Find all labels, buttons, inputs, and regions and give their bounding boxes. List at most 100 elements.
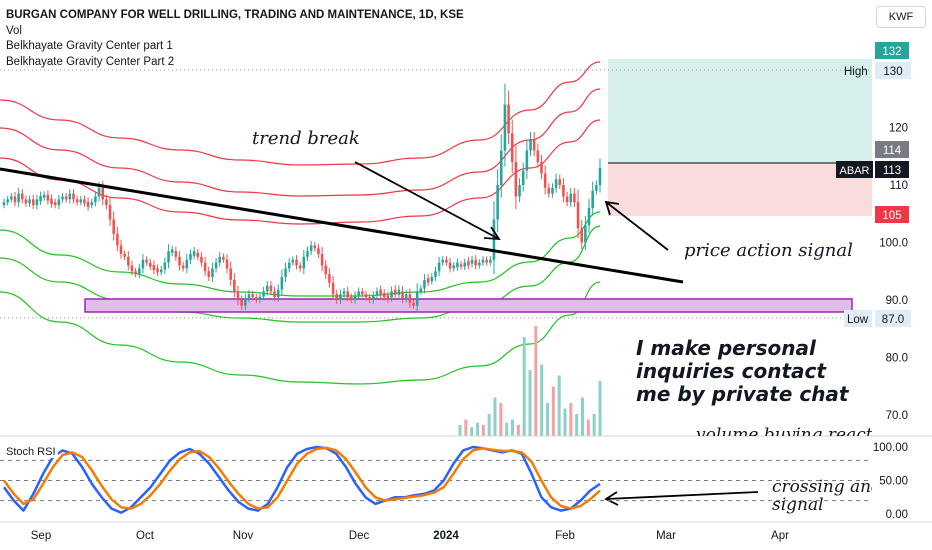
stoch-tick: 0.00: [886, 509, 908, 521]
target-value: 132: [882, 46, 901, 58]
arrow-crossing[interactable]: [604, 491, 759, 506]
candle-body: [152, 264, 156, 271]
annotation-inquiries[interactable]: I make personal inquiries contact me by …: [636, 337, 849, 406]
candle-body: [79, 199, 83, 203]
time-tick: Sep: [31, 530, 51, 542]
candle-body: [295, 259, 298, 266]
candle-body: [236, 291, 240, 300]
candle-body: [496, 185, 499, 220]
candle-body: [503, 104, 507, 151]
volume-bar: [464, 419, 468, 436]
price-tick: 90.0: [886, 295, 908, 307]
candle-body: [167, 251, 170, 263]
band-line: [0, 281, 601, 385]
legend-vol[interactable]: Vol: [6, 24, 22, 37]
candle-body: [346, 291, 349, 298]
time-tick: Nov: [233, 530, 254, 542]
price-tick: 80.0: [886, 353, 908, 365]
candle-body: [214, 262, 218, 269]
currency-button[interactable]: KWF: [876, 6, 926, 28]
annotation-price-action[interactable]: price action signal: [684, 240, 853, 261]
volume-bar: [481, 425, 485, 436]
candle-body: [83, 199, 86, 204]
candle-body: [244, 298, 247, 306]
candle-body: [324, 265, 328, 275]
legend-gravity-2[interactable]: Belkhayate Gravity Center Part 2: [6, 55, 175, 68]
arrow-trend-break[interactable]: [354, 161, 501, 241]
candle-body: [525, 150, 529, 171]
inquiries-line-2: inquiries contact: [636, 359, 826, 383]
candle-body: [207, 271, 211, 277]
price-axis[interactable]: 120 110 100.0 90.0 80.0 70.0: [879, 123, 908, 423]
volume-bar: [575, 414, 579, 436]
candle-body: [375, 291, 379, 296]
candle-body: [595, 185, 598, 191]
time-tick: Oct: [136, 530, 155, 542]
candle-body: [24, 199, 28, 204]
annotation-volume[interactable]: volume buying reacti: [696, 425, 872, 436]
candle-body: [474, 259, 477, 266]
arrow-price-action[interactable]: [604, 200, 669, 251]
candle-body: [28, 199, 31, 204]
candle-body: [331, 282, 335, 295]
candle-body: [138, 268, 141, 275]
stoch-k-line: [2, 445, 601, 514]
annotation-crossing-2[interactable]: signal: [772, 495, 824, 515]
time-axis[interactable]: Sep Oct Nov Dec 2024 Feb Mar Apr: [31, 530, 789, 542]
chart-legend: BURGAN COMPANY FOR WELL DRILLING, TRADIN…: [6, 8, 464, 70]
volume-bar: [598, 381, 602, 436]
price-tick: 100.0: [879, 238, 908, 250]
candle-body: [123, 254, 126, 257]
candle-body: [159, 269, 163, 273]
price-tick: 120: [889, 123, 908, 135]
high-value: 130: [883, 66, 902, 78]
volume-bar: [528, 370, 532, 436]
candle-body: [306, 251, 309, 257]
candle-body: [273, 291, 276, 298]
stop-value: 105: [882, 210, 901, 222]
candle-body: [580, 228, 583, 243]
candle-body: [262, 291, 265, 297]
volume-bar: [511, 419, 514, 436]
candle-body: [97, 187, 101, 197]
low-value-bg: [875, 310, 911, 327]
candle-body: [467, 260, 470, 266]
trendline[interactable]: [0, 167, 684, 284]
candle-body: [181, 265, 185, 269]
annotation-trend-break[interactable]: trend break: [252, 128, 360, 149]
symbol-title[interactable]: BURGAN COMPANY FOR WELL DRILLING, TRADIN…: [6, 9, 464, 21]
volume-bar: [569, 403, 573, 436]
candle-body: [415, 291, 419, 306]
candle-body: [130, 265, 134, 272]
time-tick: 2024: [433, 530, 459, 542]
last-price: 113: [883, 165, 901, 177]
candle-body: [437, 262, 441, 272]
candle-body: [558, 179, 562, 185]
target-badge: [875, 42, 909, 59]
legend-gravity-1[interactable]: Belkhayate Gravity Center part 1: [6, 40, 173, 52]
high-value-bg: [875, 62, 911, 79]
annotation-crossing-1[interactable]: crossing and: [772, 477, 872, 497]
candle-body: [364, 294, 368, 298]
candle-body: [247, 294, 251, 299]
volume-bar: [458, 425, 462, 436]
ticker-badge: [836, 161, 873, 178]
candle-body: [178, 256, 181, 266]
volume-bar: [592, 414, 596, 436]
candle-body: [518, 185, 521, 197]
long-position-loss-zone: [608, 163, 872, 216]
candle-body: [554, 179, 558, 188]
stoch-rsi-label[interactable]: Stoch RSI: [4, 446, 58, 458]
candle-body: [459, 264, 463, 267]
candle-body: [189, 254, 192, 260]
candle-body: [426, 278, 430, 283]
candle-body: [90, 202, 94, 206]
candle-body: [587, 208, 591, 226]
candle-body: [456, 262, 459, 268]
candle-body: [492, 219, 496, 260]
support-zone-rectangle[interactable]: [84, 298, 853, 313]
candle-body: [463, 262, 466, 267]
candle-body: [591, 190, 594, 208]
candle-body: [291, 259, 295, 263]
